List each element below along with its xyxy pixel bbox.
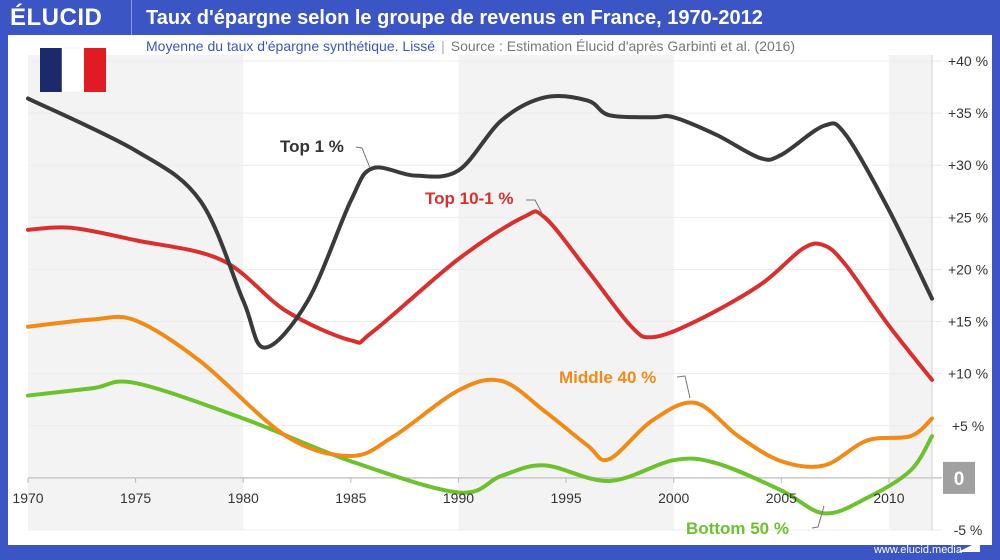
leader-line [676,375,691,399]
series-label: Top 10-1 % [425,189,513,208]
shaded-decade-band [28,55,244,530]
series-line-bottom-50- [26,379,934,516]
zero-badge [943,461,975,494]
x-tick-label: 1975 [120,490,151,506]
chart-title: Taux d'épargne selon le groupe de revenu… [146,7,763,29]
y-tick-label: +20 % [948,261,988,277]
x-tick-label: 1980 [228,490,259,506]
leader-line [811,505,825,529]
brand-logo: ÉLUCID [10,4,103,31]
x-tick-label: 1985 [335,490,366,506]
y-tick-label: +40 % [948,53,988,69]
series-line-top-10-1- [26,209,934,382]
series-line-top-1- [26,94,934,350]
y-tick-label: +10 % [948,366,988,382]
separator: | [441,38,445,54]
leader-line [355,146,371,169]
y-tick-label: +25 % [948,209,988,225]
y-tick-label: +5 % [952,418,984,434]
subtitle: Moyenne du taux d'épargne synthétique. L… [146,38,795,54]
shaded-decade-band [888,55,932,530]
leader-line [526,199,544,216]
footer-url: www.elucid.media [873,544,962,556]
x-tick-label: 2010 [873,490,904,506]
y-tick-label: 0 [954,469,965,490]
series-label: Bottom 50 % [686,519,789,538]
elucid-corner-logo-icon [958,541,980,552]
y-tick-label: +35 % [948,105,988,121]
x-tick-label: 1990 [443,490,474,506]
x-tick-label: 1970 [12,490,43,506]
y-tick-label: +15 % [948,314,988,330]
source-text: Source : Estimation Élucid d'après Garbi… [450,38,796,54]
series-line-middle-40- [26,314,934,469]
series-label: Middle 40 % [559,368,656,387]
x-tick-label: 2000 [658,490,689,506]
subtitle-text: Moyenne du taux d'épargne synthétique. L… [146,38,436,54]
france-flag-icon [40,47,106,93]
y-tick-label: -5 % [954,522,983,538]
header-divider [131,0,132,35]
series-label: Top 1 % [280,137,344,156]
y-tick-label: +30 % [948,157,988,173]
shaded-decade-band [458,55,674,530]
x-tick-label: 1995 [551,490,582,506]
x-tick-label: 2005 [766,490,797,506]
